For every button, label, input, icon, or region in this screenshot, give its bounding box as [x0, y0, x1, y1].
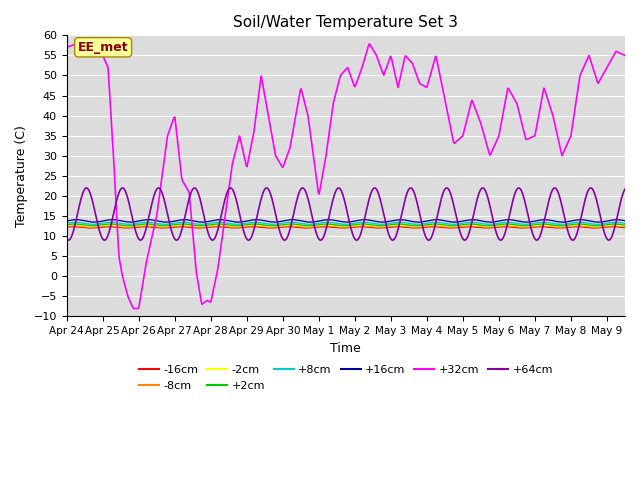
+32cm [324, 143, 332, 148]
+16cm [141, 217, 148, 223]
-16cm [478, 225, 486, 230]
+8cm [141, 219, 148, 225]
+64cm [478, 185, 486, 191]
+2cm [141, 221, 148, 227]
-2cm [301, 224, 308, 229]
+2cm [341, 223, 349, 228]
+64cm [141, 230, 148, 236]
+8cm [179, 219, 187, 225]
Title: Soil/Water Temperature Set 3: Soil/Water Temperature Set 3 [234, 15, 458, 30]
+16cm [63, 218, 70, 224]
-8cm [301, 224, 308, 230]
-2cm [322, 222, 330, 228]
+8cm [465, 219, 472, 225]
-2cm [621, 223, 629, 229]
-16cm [63, 224, 70, 230]
+16cm [463, 217, 471, 223]
-8cm [574, 223, 582, 228]
-2cm [65, 222, 73, 228]
Legend: -16cm, -8cm, -2cm, +2cm, +8cm, +16cm, +32cm, +64cm: -16cm, -8cm, -2cm, +2cm, +8cm, +16cm, +3… [134, 361, 557, 395]
-8cm [322, 223, 330, 228]
+32cm [63, 45, 70, 50]
+8cm [63, 220, 70, 226]
+2cm [322, 221, 330, 227]
+32cm [478, 125, 486, 131]
-2cm [464, 222, 472, 228]
+64cm [63, 236, 70, 242]
-2cm [467, 222, 474, 228]
-8cm [65, 223, 73, 229]
-8cm [141, 223, 148, 228]
+16cm [621, 218, 629, 224]
-16cm [159, 225, 166, 231]
+64cm [621, 186, 629, 192]
+8cm [478, 221, 486, 227]
+32cm [74, 41, 81, 47]
+8cm [197, 221, 205, 227]
Line: +64cm: +64cm [67, 188, 625, 240]
-8cm [63, 223, 70, 229]
+2cm [63, 222, 70, 228]
Line: -2cm: -2cm [67, 225, 625, 227]
+8cm [65, 220, 73, 226]
Line: -16cm: -16cm [67, 227, 625, 228]
-16cm [177, 224, 185, 229]
-16cm [621, 225, 629, 230]
-2cm [63, 223, 70, 228]
-16cm [65, 224, 73, 230]
Line: +8cm: +8cm [67, 222, 625, 224]
+2cm [621, 222, 629, 228]
-2cm [449, 224, 456, 229]
+2cm [323, 221, 330, 227]
Line: -8cm: -8cm [67, 226, 625, 227]
+64cm [465, 231, 472, 237]
-8cm [463, 223, 471, 229]
+32cm [143, 260, 150, 265]
-16cm [465, 224, 472, 229]
Y-axis label: Temperature (C): Temperature (C) [15, 125, 28, 227]
Line: +2cm: +2cm [67, 224, 625, 226]
+2cm [465, 221, 472, 227]
+16cm [301, 219, 308, 225]
+64cm [65, 237, 73, 243]
+16cm [65, 217, 73, 223]
+64cm [281, 237, 289, 243]
-2cm [141, 222, 148, 228]
-8cm [592, 224, 600, 230]
+2cm [478, 222, 486, 228]
+16cm [477, 218, 484, 224]
+16cm [486, 219, 494, 225]
Line: +32cm: +32cm [67, 44, 625, 309]
+16cm [505, 217, 513, 223]
-16cm [303, 225, 310, 231]
+8cm [621, 220, 629, 226]
+32cm [465, 109, 472, 115]
-16cm [324, 224, 332, 229]
-8cm [477, 224, 484, 229]
-2cm [478, 223, 486, 229]
+8cm [303, 221, 310, 227]
+32cm [65, 44, 73, 49]
+64cm [303, 191, 310, 196]
+32cm [130, 306, 138, 312]
+64cm [299, 185, 307, 191]
+2cm [301, 223, 308, 228]
-8cm [621, 224, 629, 229]
+8cm [324, 219, 332, 225]
-16cm [141, 224, 148, 229]
+32cm [621, 52, 629, 58]
Text: EE_met: EE_met [78, 41, 129, 54]
+16cm [322, 217, 330, 223]
X-axis label: Time: Time [330, 342, 361, 355]
+64cm [324, 221, 332, 227]
+32cm [303, 107, 310, 112]
+2cm [65, 222, 73, 228]
Line: +16cm: +16cm [67, 220, 625, 222]
